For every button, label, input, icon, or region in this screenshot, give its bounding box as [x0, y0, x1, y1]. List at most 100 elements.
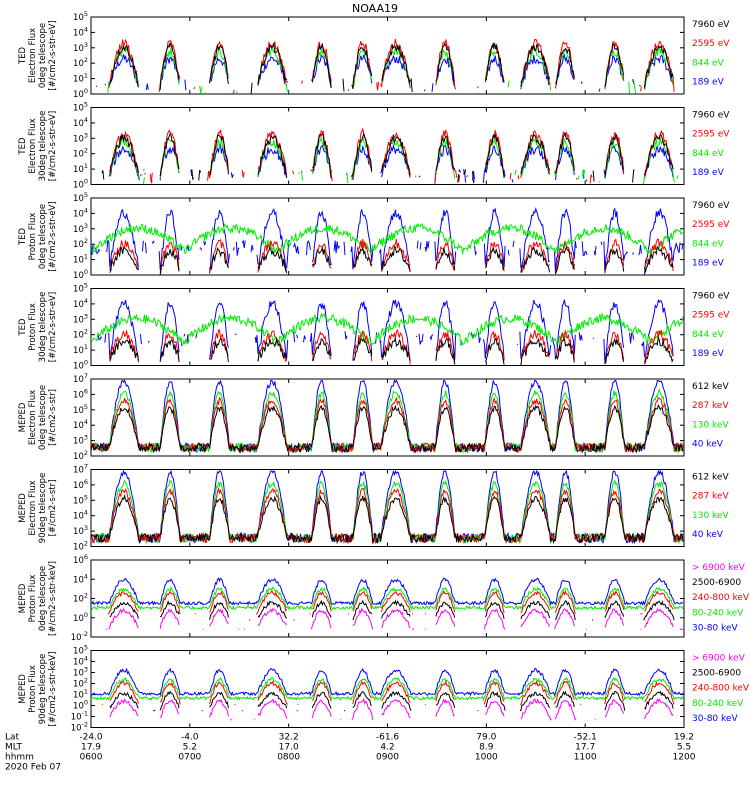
legend-entry: 844 eV: [692, 239, 725, 249]
y-tick-label: 105: [73, 101, 88, 114]
y-axis-label: 0deg telescope: [38, 566, 48, 631]
legend-entry: 844 eV: [692, 330, 725, 340]
footer-tick-label: 5.2: [183, 743, 197, 753]
legend-entry: 2595 eV: [692, 220, 730, 230]
y-tick-label: 100: [73, 178, 88, 191]
footer-tick-label: -4.0: [181, 733, 199, 743]
panel-5: 102 103 104 105 106 107 MEPED Electron Flux 0deg…: [18, 372, 729, 462]
series-magenta-line: [105, 607, 683, 630]
footer-tick-label: 17.9: [81, 743, 101, 753]
panel-7: 10-2 100 102 104 106 MEPED Proton Flux 0deg tel…: [18, 553, 750, 643]
y-tick-label: 105: [73, 191, 88, 204]
legend-entry: 130 keV: [692, 511, 729, 521]
series-black-line: [91, 404, 684, 454]
y-tick-label: 105: [73, 644, 88, 657]
panel-traces: [91, 207, 684, 275]
y-axis-label: MEPED: [18, 674, 28, 704]
legend-entry: 240-800 keV: [692, 593, 750, 603]
panel-traces: [91, 469, 684, 545]
series-green-line: [91, 676, 684, 702]
panel-4: 100 101 102 103 104 105 TED Proton Flux 30deg te…: [18, 282, 730, 372]
y-tick-label: 106: [73, 387, 88, 400]
y-tick-label: 102: [73, 449, 88, 462]
y-tick-label: 102: [73, 540, 88, 553]
y-tick-label: 102: [73, 677, 88, 690]
y-tick-label: 101: [73, 343, 88, 356]
y-axis-label: 90deg telescope: [38, 654, 48, 725]
legend-entry: 130 keV: [692, 420, 729, 430]
legend-entry: 844 eV: [692, 149, 725, 159]
y-tick-label: 103: [73, 222, 88, 235]
y-tick-label: 104: [73, 572, 88, 585]
y-tick-label: 104: [73, 418, 88, 431]
legend-entry: 7960 eV: [692, 111, 730, 121]
y-tick-label: 100: [73, 699, 88, 712]
y-tick-label: 103: [73, 131, 88, 144]
panel-1: 100 101 102 103 104 105 TED Electron Flux 0deg t…: [18, 10, 730, 100]
legend-entry: 287 keV: [692, 492, 729, 502]
legend-entry: > 6900 keV: [692, 563, 746, 573]
series-black-line: [91, 493, 684, 545]
y-axis-label: [#/cm2-s-str-eV]: [48, 201, 58, 271]
footer-tick-label: 1200: [673, 753, 696, 763]
legend-entry: 7960 eV: [692, 201, 730, 211]
y-tick-label: 104: [73, 116, 88, 129]
y-axis-label: Proton Flux: [28, 575, 38, 623]
y-axis-label: [#/cm2-s-str-eV]: [48, 111, 58, 181]
footer-row-label: hhmm: [5, 753, 34, 763]
y-axis-label: MEPED: [18, 402, 28, 432]
y-tick-label: 103: [73, 666, 88, 679]
panel-2: 100 101 102 103 104 105 TED Electron Flux 30deg …: [18, 101, 730, 191]
series-black-line: [102, 134, 683, 183]
series-green-line: [91, 222, 684, 255]
legend-entry: 80-240 keV: [692, 699, 744, 709]
y-axis-label: TED: [18, 318, 28, 337]
y-axis-label: [#/cm2-s-str-keV]: [48, 561, 58, 636]
footer-tick-label: 0800: [277, 753, 300, 763]
legend-entry: 189 eV: [692, 259, 725, 269]
series-blue-line: [91, 667, 684, 697]
y-tick-label: 105: [73, 493, 88, 506]
y-axis-label: Electron Flux: [28, 28, 38, 83]
y-tick-label: 104: [73, 25, 88, 38]
panel-frame: [90, 16, 685, 95]
y-tick-label: 100: [73, 87, 88, 100]
footer-tick-label: 0600: [80, 753, 103, 763]
legend-entry: 7960 eV: [692, 292, 730, 302]
footer-tick-label: 8.9: [479, 743, 494, 753]
series-green-line: [91, 312, 684, 347]
legend-entry: 612 keV: [692, 473, 729, 483]
panel-traces: [91, 300, 683, 366]
footer-tick-label: 32.2: [279, 733, 299, 743]
chart-title: NOAA19: [352, 2, 398, 15]
y-tick-label: 105: [73, 282, 88, 295]
y-tick-label: 103: [73, 434, 88, 447]
y-axis-label: Proton Flux: [28, 665, 38, 713]
series-red-line: [101, 679, 683, 705]
panel-traces: [91, 379, 684, 454]
y-tick-label: 10-1: [71, 710, 88, 723]
footer-tick-label: 79.0: [476, 733, 496, 743]
y-axis-label: 0deg telescope: [38, 204, 48, 269]
series-magenta-line: [110, 699, 680, 720]
footer-tick-label: -52.1: [574, 733, 597, 743]
panel-traces: [95, 38, 680, 94]
legend-entry: 844 eV: [692, 58, 725, 68]
y-axis-label: MEPED: [18, 493, 28, 523]
y-axis-label: Electron Flux: [28, 480, 38, 535]
footer-tick-label: 17.7: [575, 743, 595, 753]
y-axis-label: TED: [18, 227, 28, 246]
y-axis-label: [#/cm2-s-str-eV]: [48, 292, 58, 362]
footer-tick-label: 1100: [574, 753, 597, 763]
y-tick-label: 101: [73, 688, 88, 701]
legend-entry: 40 keV: [692, 440, 724, 450]
legend-entry: 2500-6900: [692, 669, 741, 679]
y-tick-label: 10-2: [71, 721, 88, 734]
y-tick-label: 103: [73, 41, 88, 54]
series-green-line: [108, 46, 677, 93]
y-axis-label: [#/cm2-s-str]: [48, 389, 58, 446]
y-tick-label: 102: [73, 328, 88, 341]
